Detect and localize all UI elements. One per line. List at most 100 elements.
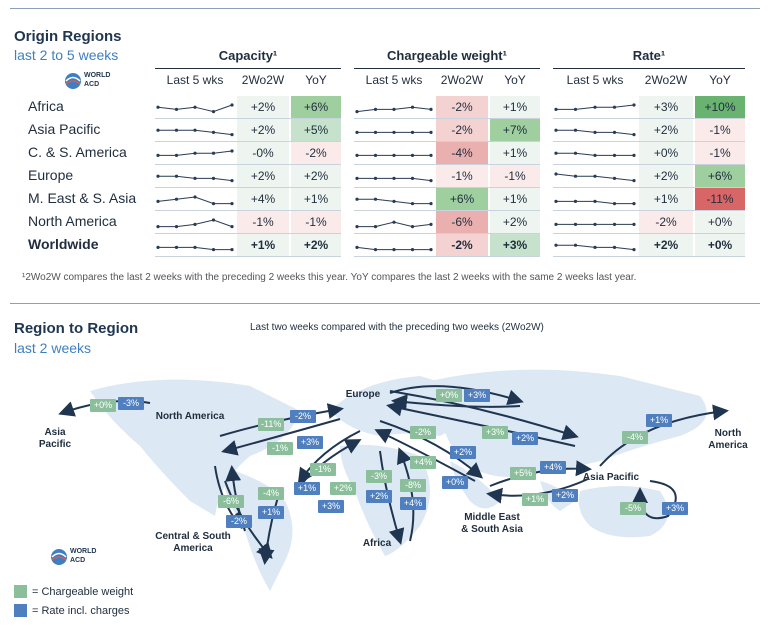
sparkline-point: [193, 245, 197, 249]
sparkline-point: [211, 248, 216, 252]
rate-badge: +2%: [512, 432, 538, 445]
rate-badge: +4%: [400, 497, 426, 510]
region-label-ap: Asia Pacific: [582, 472, 640, 483]
sparkline-point: [174, 107, 179, 111]
legend-green-swatch: [14, 585, 27, 598]
row-divider: [155, 233, 341, 234]
rate-2wo2w-cell: +2%: [639, 165, 693, 187]
rate-badge: +0%: [442, 476, 468, 489]
sparkline-point: [554, 107, 558, 111]
sparkline-point: [429, 153, 433, 157]
col-last5-rate: Last 5 wks: [566, 73, 624, 87]
cw-yoy-cell: +1%: [490, 142, 540, 164]
chargeable-weight-badge: +0%: [436, 389, 462, 402]
row-divider: [354, 141, 540, 142]
sparkline-point: [373, 176, 378, 180]
sparkline-point: [156, 245, 160, 249]
sparkline-point: [593, 130, 597, 134]
cw-2wo2w-cell: -1%: [436, 165, 488, 187]
row-label: Europe: [28, 167, 74, 183]
row-label: Africa: [28, 98, 64, 114]
sparkline-point: [355, 225, 359, 229]
world-acd-logo-top: WORLD ACD: [64, 70, 124, 97]
rate-badge: +3%: [662, 502, 688, 515]
cap-2wo2w-cell: +2%: [237, 165, 289, 187]
sparkline-point: [410, 176, 415, 180]
col-yoy-cap: YoY: [305, 73, 327, 87]
region-label-mesa: Middle East & South Asia: [461, 512, 523, 535]
chargeable-weight-badge: -4%: [258, 487, 284, 500]
rate-2wo2w-cell: +3%: [639, 96, 693, 118]
world-map: [90, 369, 707, 591]
sparkline-point: [632, 153, 636, 157]
sparkline-point: [410, 153, 415, 157]
sparkline-point: [593, 199, 597, 203]
region-label-eu: Europe: [345, 389, 381, 400]
sparkline-point: [573, 199, 578, 203]
sparkline-layer: [156, 103, 636, 252]
rate-badge: +3%: [297, 436, 323, 449]
sparkline-point: [392, 248, 396, 252]
group-chargeable-weight: Chargeable weight¹: [387, 48, 507, 63]
sparkline-point: [632, 222, 636, 226]
chargeable-weight-badge: +0%: [90, 399, 116, 412]
chargeable-weight-badge: +4%: [410, 456, 436, 469]
row-divider: [354, 187, 540, 188]
sparkline-point: [174, 225, 179, 229]
rate-badge: +3%: [318, 500, 344, 513]
sparkline-point: [230, 133, 234, 137]
row-label: M. East & S. Asia: [28, 190, 137, 206]
sparkline-point: [593, 174, 597, 178]
rate-yoy-cell: -11%: [695, 188, 745, 210]
sparkline-point: [612, 245, 617, 249]
group-cw-line: [354, 68, 540, 69]
sparkline-point: [392, 220, 396, 224]
chargeable-weight-badge: -2%: [410, 426, 436, 439]
sparkline-point: [211, 110, 216, 114]
cw-yoy-cell: +7%: [490, 119, 540, 141]
rate-2wo2w-cell: -2%: [639, 211, 693, 233]
sparkline-point: [193, 176, 197, 180]
sparkline-point: [211, 202, 216, 206]
rate-2wo2w-cell: +0%: [639, 142, 693, 164]
sparkline-point: [230, 202, 234, 206]
row-divider: [155, 210, 341, 211]
sparkline-point: [392, 130, 396, 134]
sparkline-point: [174, 197, 179, 201]
rate-2wo2w-cell: +2%: [639, 234, 693, 256]
row-divider: [553, 141, 745, 142]
sparkline-point: [632, 179, 636, 183]
region-label-na: North America: [155, 411, 225, 422]
sparkline-point: [573, 107, 578, 111]
cap-yoy-cell: +2%: [291, 234, 341, 256]
sparkline-point: [355, 245, 359, 249]
sparkline-point: [429, 222, 433, 226]
rate-badge: -2%: [290, 410, 316, 423]
sparkline-point: [230, 248, 234, 252]
sparkline-point: [355, 197, 359, 201]
sparkline-point: [612, 130, 617, 134]
sparkline-point: [612, 153, 617, 157]
chargeable-weight-badge: -4%: [622, 431, 648, 444]
sparkline-point: [429, 107, 433, 111]
row-divider: [553, 187, 745, 188]
cap-2wo2w-cell: +4%: [237, 188, 289, 210]
sparkline-point: [429, 130, 433, 134]
top-rule: [10, 8, 760, 9]
sparkline-point: [211, 218, 216, 222]
sparkline-point: [174, 153, 179, 157]
sparkline-point: [612, 202, 617, 206]
sparkline-point: [410, 248, 415, 252]
region-label-ap-west: Asia Pacific: [38, 427, 72, 450]
sparkline-point: [193, 222, 197, 226]
row-divider: [155, 164, 341, 165]
col-2wo2w-cap: 2Wo2W: [241, 73, 285, 87]
chargeable-weight-badge: +1%: [522, 493, 548, 506]
chargeable-weight-badge: +5%: [510, 467, 536, 480]
sparkline-point: [193, 105, 197, 109]
rate-2wo2w-cell: +1%: [639, 188, 693, 210]
cap-yoy-cell: -1%: [291, 211, 341, 233]
sparkline-point: [429, 248, 433, 252]
row-divider: [354, 210, 540, 211]
sparkline-point: [593, 153, 597, 157]
